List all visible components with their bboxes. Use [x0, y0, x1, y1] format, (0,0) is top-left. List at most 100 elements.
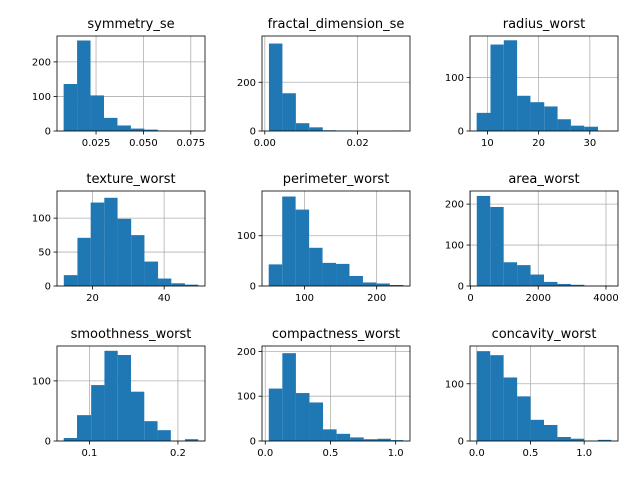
histogram-bar: [597, 439, 612, 441]
histogram-bar: [90, 202, 105, 286]
histogram-bar: [77, 40, 91, 132]
histogram-bar: [503, 377, 518, 441]
y-tick-label: 0: [458, 282, 464, 293]
histogram-bar: [490, 44, 504, 132]
x-tick-label: 200: [367, 293, 386, 304]
subplot-concavity-worst: 0.0 0.5 1.0 0 100 concavity_worst: [445, 327, 619, 459]
histogram-bar: [377, 438, 391, 441]
histogram-bar: [490, 355, 504, 441]
histogram-bar: [282, 353, 296, 441]
subplot-smoothness-worst: 0.1 0.2 0 100 smoothness_worst: [32, 327, 206, 459]
x-tick-label: 40: [158, 293, 171, 304]
histogram-bar: [268, 388, 283, 441]
histogram-bar: [295, 393, 310, 441]
histogram-bar: [350, 437, 364, 441]
histogram-bar: [63, 84, 78, 131]
axes-frame: [56, 35, 206, 132]
x-tick-label: 0.5: [323, 448, 339, 459]
histogram-bar: [490, 206, 504, 286]
x-tick-label: 1.0: [388, 448, 404, 459]
histogram-bar: [530, 419, 544, 441]
y-tick-label: 0: [250, 437, 256, 448]
histogram-bar: [336, 433, 351, 441]
histogram-bar: [476, 195, 491, 286]
histogram-bar: [517, 265, 531, 286]
histogram-bar: [144, 261, 159, 286]
x-tick-label: 0.2: [170, 448, 186, 459]
subplot-title: area_worst: [508, 172, 579, 187]
y-tick-label: 200: [237, 78, 256, 89]
histogram-bar: [268, 43, 283, 131]
histogram-bar: [570, 125, 585, 131]
axes-frame: [469, 190, 619, 287]
histogram-bar: [131, 391, 145, 441]
subplot-radius-worst: 10 20 30 0 100 radius_worst: [445, 17, 619, 149]
subplot-title: concavity_worst: [492, 327, 597, 342]
histogram-bar: [544, 281, 558, 286]
histogram-bar: [323, 429, 337, 441]
subplot-perimeter-worst: 100 200 0 100 perimeter_worst: [237, 172, 411, 304]
histogram-bar: [309, 402, 324, 441]
histogram-bar: [295, 209, 310, 286]
histogram-bar: [570, 438, 585, 441]
y-tick-label: 100: [32, 376, 51, 387]
histogram-bar: [184, 284, 199, 286]
y-tick-label: 0: [45, 437, 51, 448]
x-tick-label: 2000: [526, 293, 551, 304]
x-tick-label: 20: [86, 293, 99, 304]
histogram-bar: [557, 283, 571, 286]
histogram-bar: [530, 102, 545, 131]
axes-frame: [469, 35, 619, 132]
histogram-bar: [363, 439, 378, 441]
histogram-bar: [63, 437, 78, 441]
histogram-bar: [77, 237, 91, 286]
x-tick-label: 30: [583, 138, 596, 149]
histogram-bar: [104, 350, 118, 441]
axes-frame: [469, 345, 619, 442]
y-tick-label: 200: [32, 57, 51, 68]
histogram-bar: [295, 123, 310, 131]
histogram-bar: [530, 274, 544, 286]
histogram-bar: [309, 247, 323, 286]
histogram-bar: [144, 129, 158, 131]
subplot-texture-worst: 20 40 0 50 100 texture_worst: [32, 172, 206, 304]
subplot-title: compactness_worst: [272, 327, 400, 342]
x-tick-label: 0.0: [257, 448, 273, 459]
histogram-bar: [557, 119, 571, 131]
subplot-compactness-worst: 0.0 0.5 1.0 0 100 200 compactness_worst: [237, 327, 411, 459]
y-tick-label: 0: [45, 127, 51, 138]
axes-frame: [56, 190, 206, 287]
y-tick-label: 0: [458, 437, 464, 448]
histogram-bar: [570, 284, 585, 286]
x-tick-label: 0.1: [81, 448, 97, 459]
y-tick-label: 100: [32, 214, 51, 225]
x-tick-label: 0.050: [129, 138, 158, 149]
histogram-bar: [557, 436, 571, 441]
x-tick-label: 4000: [593, 293, 618, 304]
histogram-bar: [91, 385, 105, 441]
histogram-bar: [63, 275, 78, 286]
y-tick-label: 100: [445, 379, 464, 390]
y-tick-label: 200: [445, 200, 464, 211]
histogram-bar: [282, 196, 296, 286]
histogram-bar: [503, 262, 518, 286]
histogram-bar: [77, 415, 92, 441]
histogram-bar: [144, 421, 158, 441]
subplot-title: perimeter_worst: [283, 172, 390, 187]
axes-frame: [261, 190, 411, 287]
histogram-bar: [184, 439, 199, 441]
subplot-title: texture_worst: [86, 172, 175, 187]
histogram-bar: [309, 127, 323, 131]
y-tick-label: 0: [250, 282, 256, 293]
axes-frame: [261, 345, 411, 442]
y-tick-label: 100: [445, 241, 464, 252]
histogram-bar: [117, 218, 132, 286]
subplot-title: smoothness_worst: [71, 327, 192, 342]
y-tick-label: 0: [458, 127, 464, 138]
y-tick-label: 50: [38, 248, 51, 259]
histogram-bar: [171, 283, 185, 286]
histogram-bar: [103, 117, 118, 131]
histogram-bar: [517, 396, 531, 441]
subplot-fractal-dimension-se: 0.00 0.02 0 200 fractal_dimension_se: [237, 17, 411, 149]
histogram-bar: [131, 235, 145, 286]
